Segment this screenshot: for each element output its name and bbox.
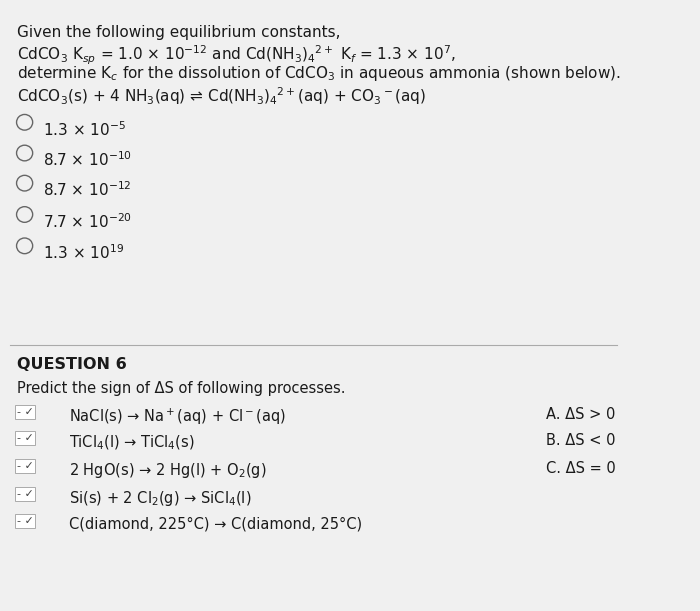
Text: - ✓: - ✓ bbox=[17, 407, 34, 417]
Text: 2 HgO(s) → 2 Hg(l) + O$_2$(g): 2 HgO(s) → 2 Hg(l) + O$_2$(g) bbox=[69, 461, 267, 480]
Text: 1.3 × 10$^{-5}$: 1.3 × 10$^{-5}$ bbox=[43, 120, 125, 139]
Text: 1.3 × 10$^{19}$: 1.3 × 10$^{19}$ bbox=[43, 243, 124, 262]
Text: - ✓: - ✓ bbox=[17, 489, 34, 499]
Text: determine K$_c$ for the dissolution of CdCO$_3$ in aqueous ammonia (shown below): determine K$_c$ for the dissolution of C… bbox=[17, 64, 620, 84]
Text: CdCO$_3$(s) + 4 NH$_3$(aq) ⇌ Cd(NH$_3$)$_4$$^{2+}$(aq) + CO$_3$$^-$(aq): CdCO$_3$(s) + 4 NH$_3$(aq) ⇌ Cd(NH$_3$)$… bbox=[17, 86, 426, 107]
Text: Predict the sign of ΔS of following processes.: Predict the sign of ΔS of following proc… bbox=[17, 381, 345, 396]
Text: 8.7 × 10$^{-10}$: 8.7 × 10$^{-10}$ bbox=[43, 151, 132, 169]
Text: - ✓: - ✓ bbox=[17, 433, 34, 443]
Text: A. ΔS > 0: A. ΔS > 0 bbox=[546, 407, 615, 422]
Text: B. ΔS < 0: B. ΔS < 0 bbox=[546, 433, 616, 448]
Text: Si(s) + 2 Cl$_2$(g) → SiCl$_4$(l): Si(s) + 2 Cl$_2$(g) → SiCl$_4$(l) bbox=[69, 489, 251, 508]
Text: C. ΔS = 0: C. ΔS = 0 bbox=[546, 461, 616, 476]
Text: 7.7 × 10$^{-20}$: 7.7 × 10$^{-20}$ bbox=[43, 212, 132, 231]
Text: NaCl(s) → Na$^+$(aq) + Cl$^-$(aq): NaCl(s) → Na$^+$(aq) + Cl$^-$(aq) bbox=[69, 407, 286, 427]
Text: TiCl$_4$(l) → TiCl$_4$(s): TiCl$_4$(l) → TiCl$_4$(s) bbox=[69, 433, 195, 452]
Text: QUESTION 6: QUESTION 6 bbox=[17, 357, 126, 371]
Text: 8.7 × 10$^{-12}$: 8.7 × 10$^{-12}$ bbox=[43, 181, 131, 199]
Text: CdCO$_3$ K$_{sp}$ = 1.0 × 10$^{-12}$ and Cd(NH$_3$)$_4$$^{2+}$ K$_f$ = 1.3 × 10$: CdCO$_3$ K$_{sp}$ = 1.0 × 10$^{-12}$ and… bbox=[17, 43, 455, 67]
Text: C(diamond, 225°C) → C(diamond, 25°C): C(diamond, 225°C) → C(diamond, 25°C) bbox=[69, 516, 363, 532]
Text: Given the following equilibrium constants,: Given the following equilibrium constant… bbox=[17, 25, 340, 40]
Text: - ✓: - ✓ bbox=[17, 516, 34, 527]
Text: - ✓: - ✓ bbox=[17, 461, 34, 471]
